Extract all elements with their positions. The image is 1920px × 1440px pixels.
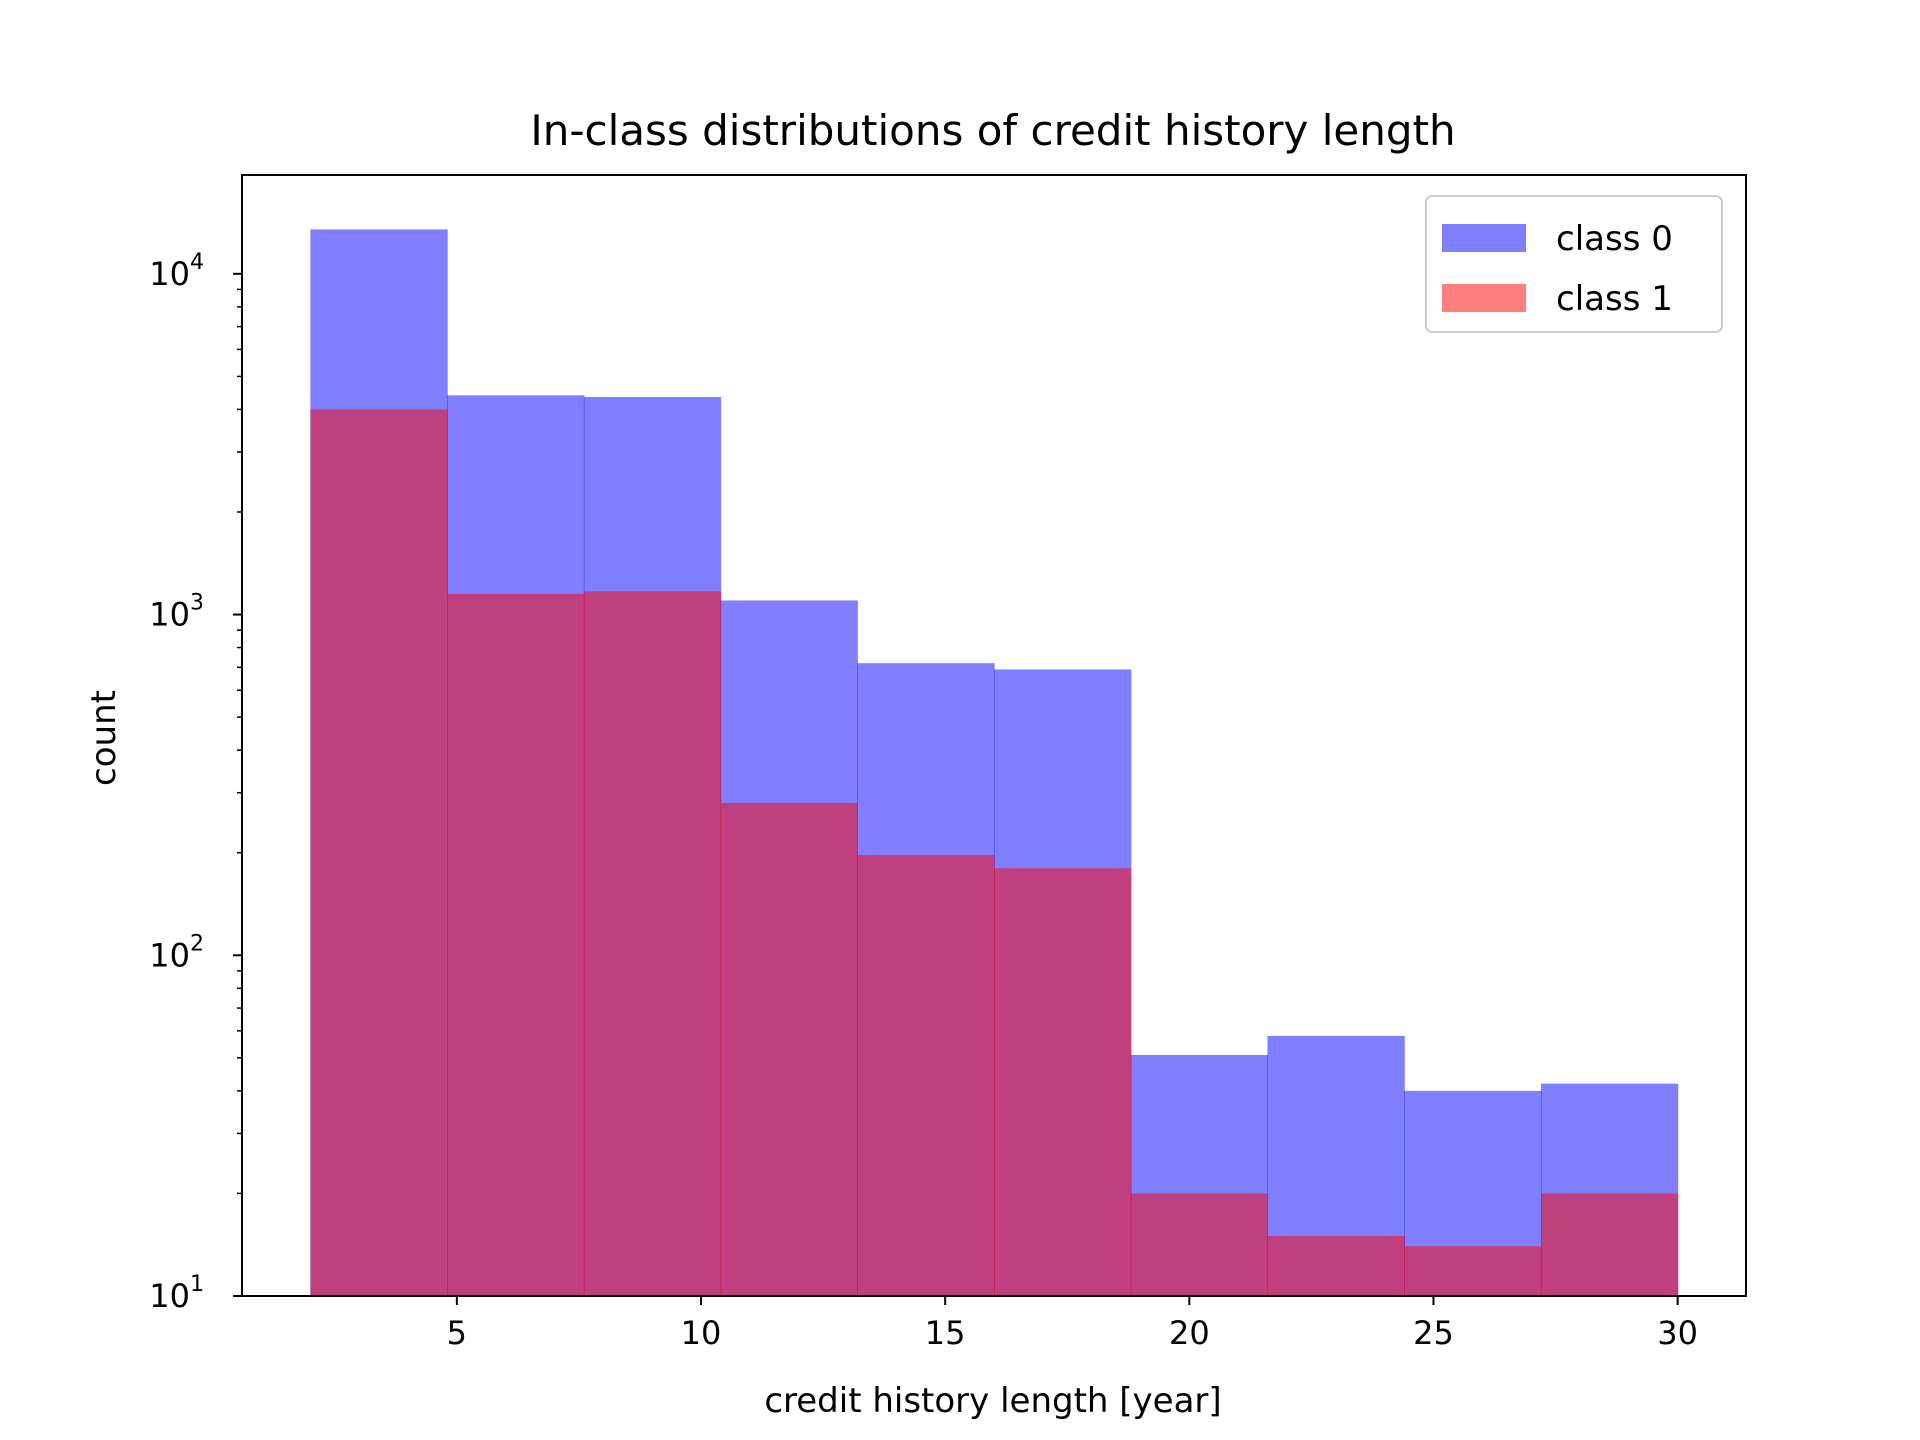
- legend: class 0 class 1: [1425, 195, 1723, 333]
- x-tick-label: 5: [447, 1314, 467, 1352]
- x-axis-label: credit history length [year]: [764, 1381, 1221, 1421]
- histogram-bar: [1130, 1193, 1269, 1296]
- y-axis-label: count: [84, 690, 124, 786]
- legend-swatch: [1442, 224, 1526, 252]
- y-tick-label: 103: [149, 591, 204, 634]
- legend-swatch: [1442, 284, 1526, 312]
- histogram-bar: [1267, 1236, 1405, 1296]
- chart-title: In-class distributions of credit history…: [530, 106, 1455, 155]
- histogram-bar: [720, 802, 858, 1296]
- bars-layer: [310, 229, 1679, 1296]
- y-tick-label: 102: [149, 931, 204, 974]
- histogram-bar: [583, 591, 722, 1296]
- x-tick-label: 30: [1657, 1314, 1698, 1352]
- x-tick-label: 10: [681, 1314, 722, 1352]
- histogram-bar: [1404, 1246, 1542, 1296]
- histogram-bar: [994, 868, 1132, 1296]
- legend-label: class 0: [1556, 219, 1673, 259]
- histogram-bar: [310, 409, 448, 1296]
- histogram-bar: [857, 854, 995, 1296]
- x-tick-label: 20: [1169, 1314, 1210, 1352]
- plot-frame: [241, 174, 1747, 1297]
- x-tick-label: 15: [925, 1314, 966, 1352]
- histogram-bar: [447, 593, 585, 1296]
- x-tick-label: 25: [1413, 1314, 1454, 1352]
- series-class-1: [310, 409, 1679, 1296]
- legend-label: class 1: [1556, 279, 1673, 319]
- y-tick-label: 101: [149, 1272, 204, 1315]
- histogram-bar: [1540, 1193, 1679, 1296]
- axes-layer: 5 10 15 20 25 30 101 102 103 104: [149, 174, 1747, 1352]
- y-tick-label: 104: [149, 250, 204, 293]
